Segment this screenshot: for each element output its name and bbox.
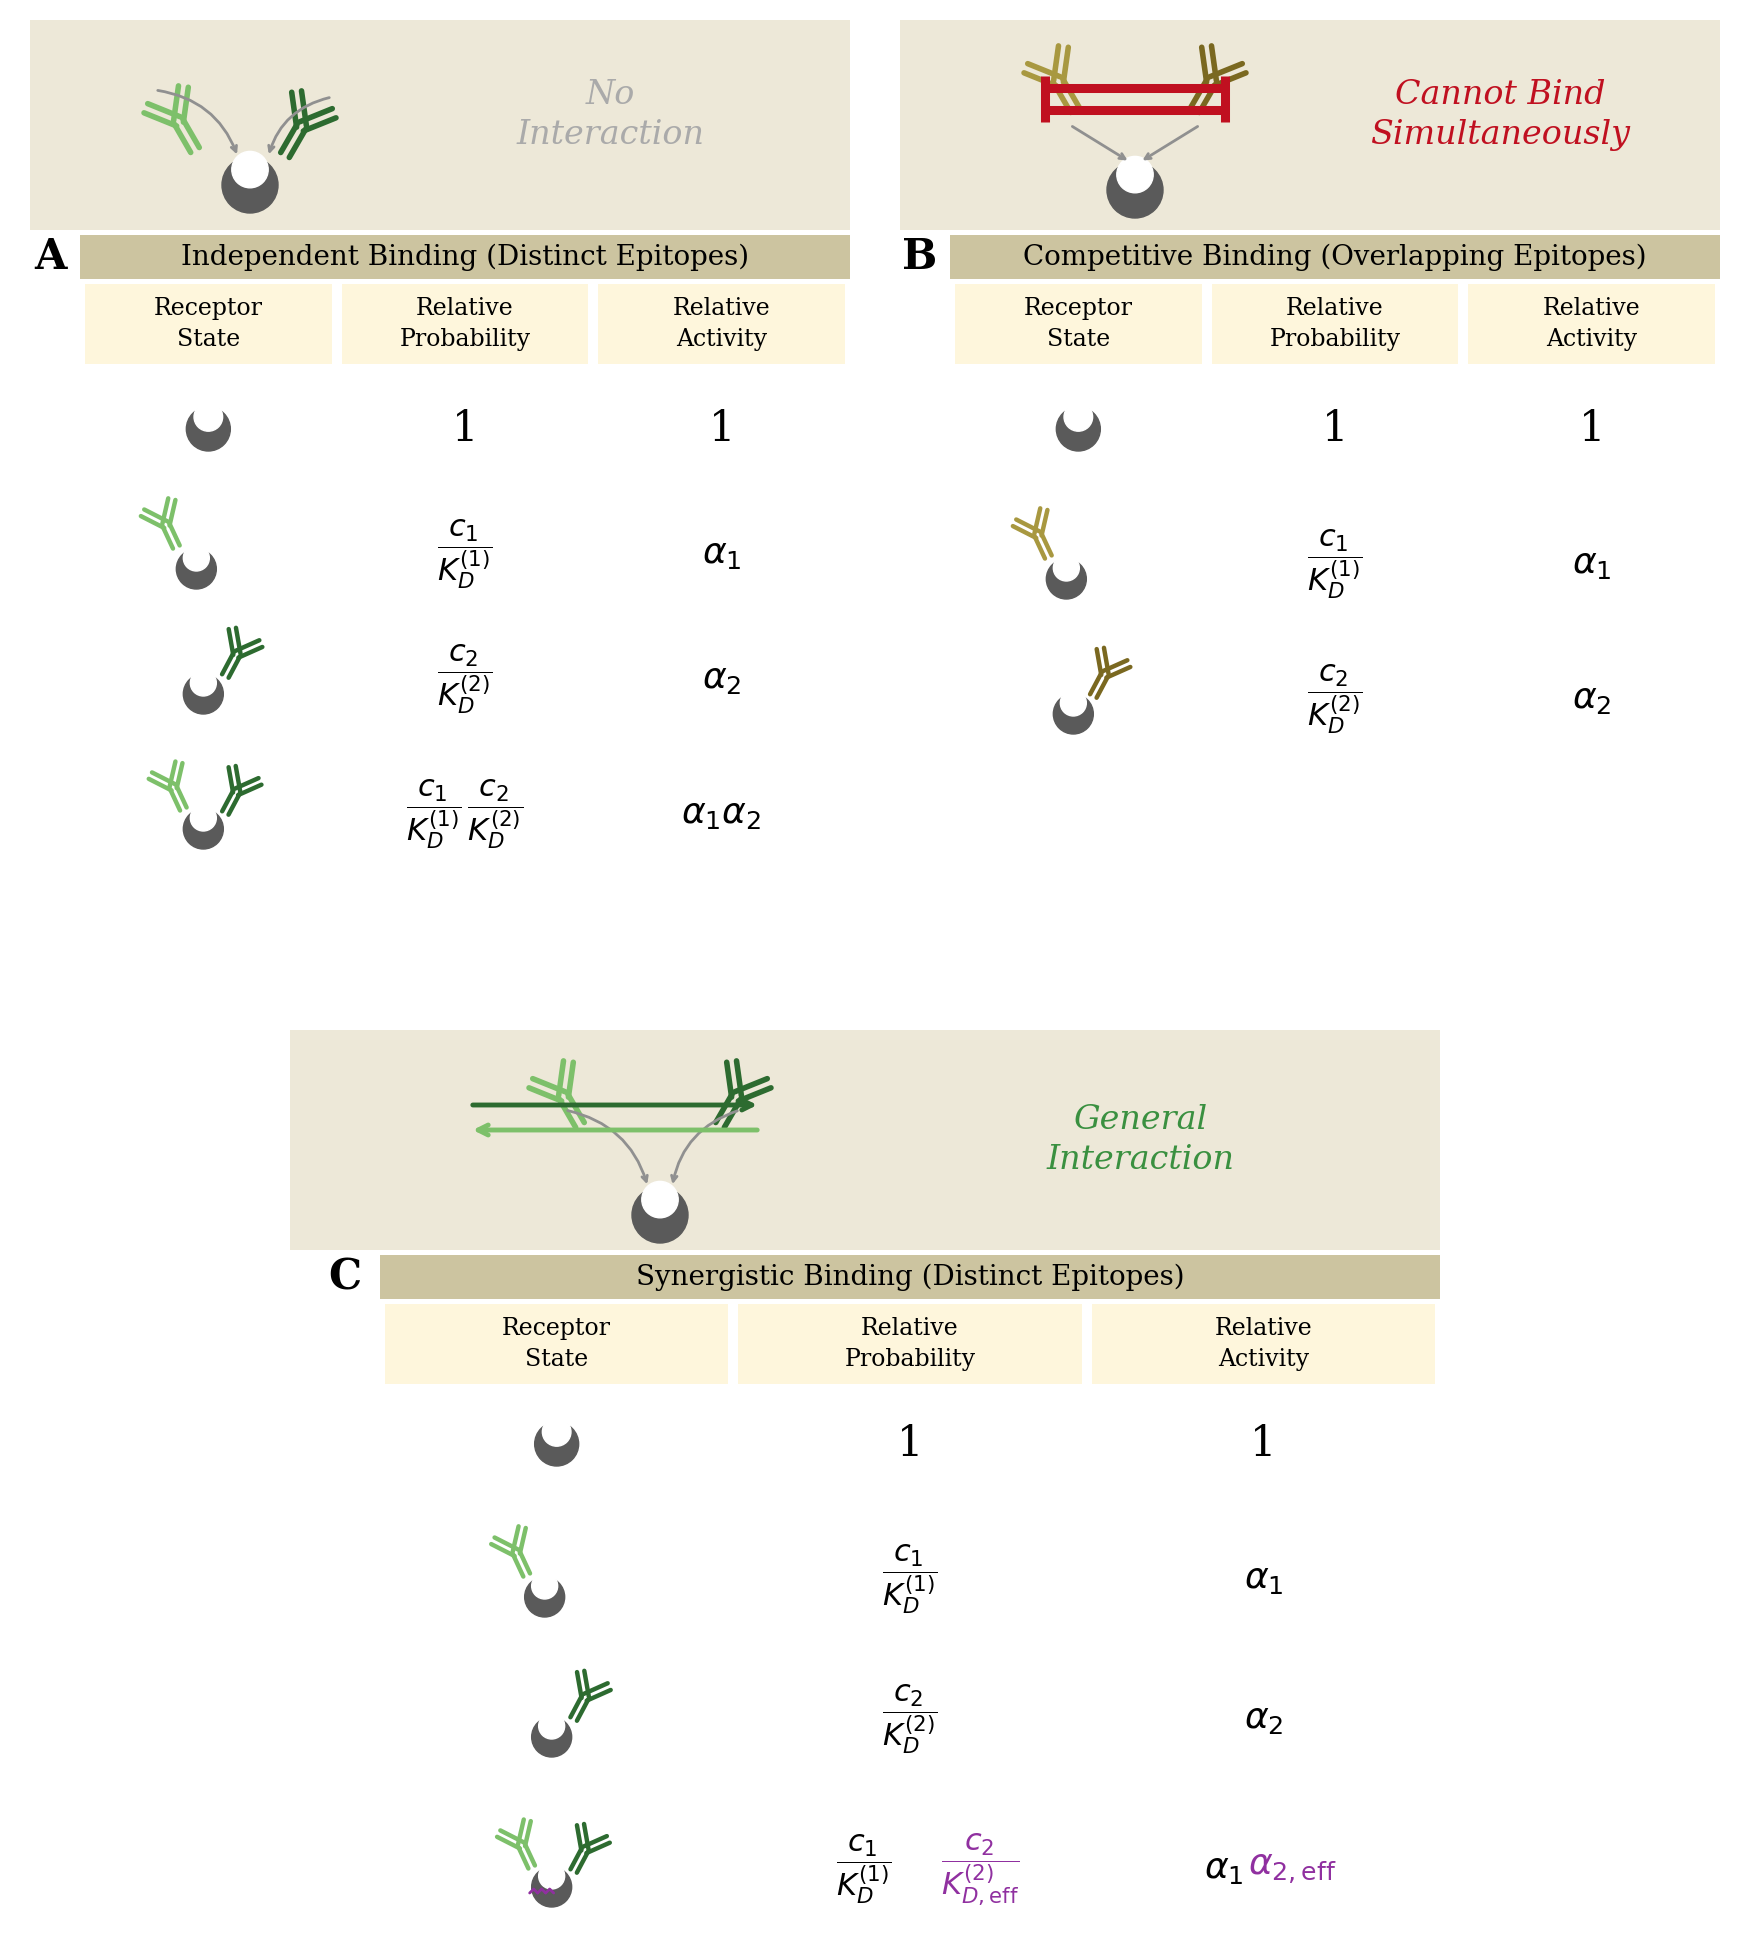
Circle shape xyxy=(632,1186,688,1243)
Bar xyxy=(1092,1303,1435,1383)
Text: Synergistic Binding (Distinct Epitopes): Synergistic Binding (Distinct Epitopes) xyxy=(635,1264,1185,1292)
Text: Relative
Activity: Relative Activity xyxy=(672,298,770,351)
Circle shape xyxy=(177,549,217,588)
Text: No
Interaction: No Interaction xyxy=(516,80,704,150)
Bar xyxy=(598,284,845,364)
Text: Independent Binding (Distinct Epitopes): Independent Binding (Distinct Epitopes) xyxy=(180,244,749,271)
Text: $\dfrac{c_2}{K_{D,\mathrm{eff}}^{(2)}}$: $\dfrac{c_2}{K_{D,\mathrm{eff}}^{(2)}}$ xyxy=(942,1831,1020,1907)
Circle shape xyxy=(532,1866,572,1907)
Text: Relative
Probability: Relative Probability xyxy=(845,1317,975,1371)
Bar xyxy=(956,284,1202,364)
Text: Relative
Probability: Relative Probability xyxy=(399,298,530,351)
Circle shape xyxy=(642,1180,679,1218)
Circle shape xyxy=(1060,690,1087,717)
Circle shape xyxy=(186,407,231,452)
Bar xyxy=(86,284,332,364)
Text: $\alpha_{2,\mathrm{eff}}$: $\alpha_{2,\mathrm{eff}}$ xyxy=(1248,1853,1337,1886)
Circle shape xyxy=(184,808,224,849)
Text: $\alpha_2$: $\alpha_2$ xyxy=(1572,682,1612,717)
Text: $\dfrac{c_2}{K_D^{(2)}}$: $\dfrac{c_2}{K_D^{(2)}}$ xyxy=(438,643,492,715)
Circle shape xyxy=(1054,693,1094,734)
Text: Cannot Bind
Simultaneously: Cannot Bind Simultaneously xyxy=(1370,80,1629,150)
Circle shape xyxy=(1057,407,1101,452)
Text: A: A xyxy=(33,236,66,279)
Circle shape xyxy=(1054,555,1080,581)
Text: C: C xyxy=(329,1256,362,1297)
Text: Receptor
State: Receptor State xyxy=(502,1317,611,1371)
Circle shape xyxy=(222,158,278,212)
Text: 1: 1 xyxy=(452,407,478,450)
Circle shape xyxy=(184,674,224,715)
Circle shape xyxy=(539,1862,565,1890)
Bar xyxy=(30,19,850,230)
Circle shape xyxy=(539,1712,565,1740)
Circle shape xyxy=(191,805,217,832)
Text: 1: 1 xyxy=(709,407,735,450)
Text: 1: 1 xyxy=(896,1422,924,1465)
Bar xyxy=(80,236,850,279)
Text: $\alpha_1$: $\alpha_1$ xyxy=(702,538,742,571)
Circle shape xyxy=(191,670,217,695)
Text: $\dfrac{c_2}{K_D^{(2)}}$: $\dfrac{c_2}{K_D^{(2)}}$ xyxy=(1307,662,1363,736)
Bar xyxy=(950,236,1720,279)
Circle shape xyxy=(532,1572,558,1599)
Text: Relative
Probability: Relative Probability xyxy=(1269,298,1400,351)
Circle shape xyxy=(542,1418,570,1445)
Text: Receptor
State: Receptor State xyxy=(154,298,262,351)
Text: $\dfrac{c_1}{K_D^{(1)}}\,\dfrac{c_2}{K_D^{(2)}}$: $\dfrac{c_1}{K_D^{(1)}}\,\dfrac{c_2}{K_D… xyxy=(406,777,523,851)
Text: $\dfrac{c_1}{K_D^{(1)}}$: $\dfrac{c_1}{K_D^{(1)}}$ xyxy=(1307,528,1363,600)
Circle shape xyxy=(536,1422,579,1467)
Text: 1: 1 xyxy=(1321,407,1348,450)
Text: $\dfrac{c_1}{K_D^{(1)}}$: $\dfrac{c_1}{K_D^{(1)}}$ xyxy=(882,1543,938,1617)
Circle shape xyxy=(184,545,210,571)
Text: 1: 1 xyxy=(1250,1422,1276,1465)
Bar xyxy=(385,1303,728,1383)
Circle shape xyxy=(1108,162,1164,218)
Text: Receptor
State: Receptor State xyxy=(1024,298,1132,351)
Text: Competitive Binding (Overlapping Epitopes): Competitive Binding (Overlapping Epitope… xyxy=(1024,244,1647,271)
Circle shape xyxy=(532,1716,572,1757)
Text: $\dfrac{c_2}{K_D^{(2)}}$: $\dfrac{c_2}{K_D^{(2)}}$ xyxy=(882,1683,938,1755)
Bar xyxy=(900,19,1720,230)
Text: $\dfrac{c_1}{K_D^{(1)}}$: $\dfrac{c_1}{K_D^{(1)}}$ xyxy=(438,516,492,590)
Bar xyxy=(1468,284,1715,364)
Text: $\alpha_1$: $\alpha_1$ xyxy=(1244,1562,1283,1595)
Text: $\alpha_1$: $\alpha_1$ xyxy=(1572,547,1612,581)
Circle shape xyxy=(525,1578,565,1617)
Circle shape xyxy=(1064,403,1092,431)
Circle shape xyxy=(1116,156,1153,193)
Text: $\alpha_2$: $\alpha_2$ xyxy=(702,662,742,695)
Circle shape xyxy=(231,152,268,187)
Bar xyxy=(1211,284,1458,364)
Text: Relative
Activity: Relative Activity xyxy=(1544,298,1640,351)
Bar xyxy=(290,1030,1440,1251)
Bar xyxy=(341,284,588,364)
Circle shape xyxy=(194,403,222,431)
Text: $\alpha_1$: $\alpha_1$ xyxy=(1204,1853,1242,1886)
Circle shape xyxy=(1046,559,1087,598)
Text: Relative
Activity: Relative Activity xyxy=(1214,1317,1312,1371)
Bar xyxy=(380,1255,1440,1299)
Text: B: B xyxy=(903,236,938,279)
Text: General
Interaction: General Interaction xyxy=(1046,1105,1234,1177)
Text: 1: 1 xyxy=(1578,407,1605,450)
Bar xyxy=(738,1303,1082,1383)
Text: $\alpha_2$: $\alpha_2$ xyxy=(1244,1703,1283,1736)
Text: $\alpha_1\alpha_2$: $\alpha_1\alpha_2$ xyxy=(681,797,761,832)
Text: $\dfrac{c_1}{K_D^{(1)}}$: $\dfrac{c_1}{K_D^{(1)}}$ xyxy=(836,1833,892,1905)
